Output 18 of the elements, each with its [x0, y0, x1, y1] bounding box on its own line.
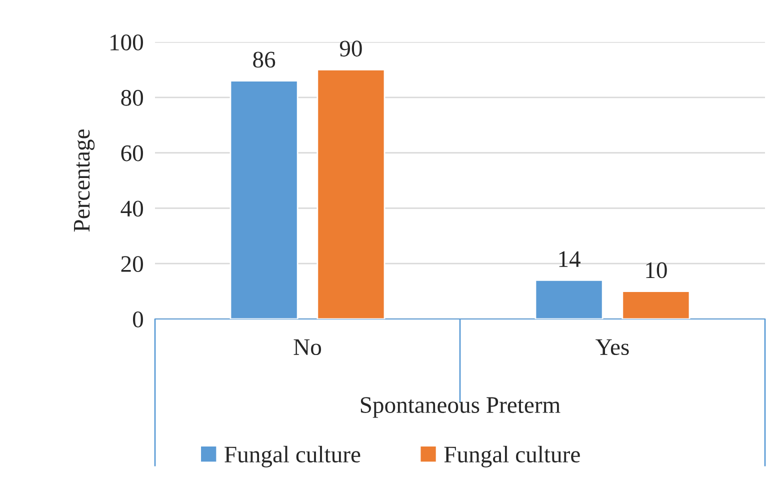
y-tick-label: 0	[132, 311, 143, 328]
data-label: 86	[253, 52, 276, 68]
x-axis-title: Spontaneous Preterm	[360, 397, 560, 418]
x-tick-label: Yes	[596, 339, 629, 356]
y-axis-title: Percentage	[74, 130, 95, 232]
bar	[316, 69, 386, 319]
y-tick-label: 80	[121, 90, 143, 106]
legend-label: Fungal culture	[444, 446, 580, 468]
data-label: 14	[559, 251, 580, 267]
y-tick-label: 100	[110, 34, 143, 50]
legend-label: Fungal culture	[224, 446, 360, 468]
data-label: 90	[340, 40, 362, 57]
bar	[622, 290, 690, 319]
y-tick-label: 20	[121, 256, 143, 272]
x-tick-label: No	[294, 339, 322, 356]
data-label: 10	[646, 262, 667, 278]
y-tick-label: 40	[120, 200, 143, 217]
y-tick-label: 60	[121, 145, 143, 162]
